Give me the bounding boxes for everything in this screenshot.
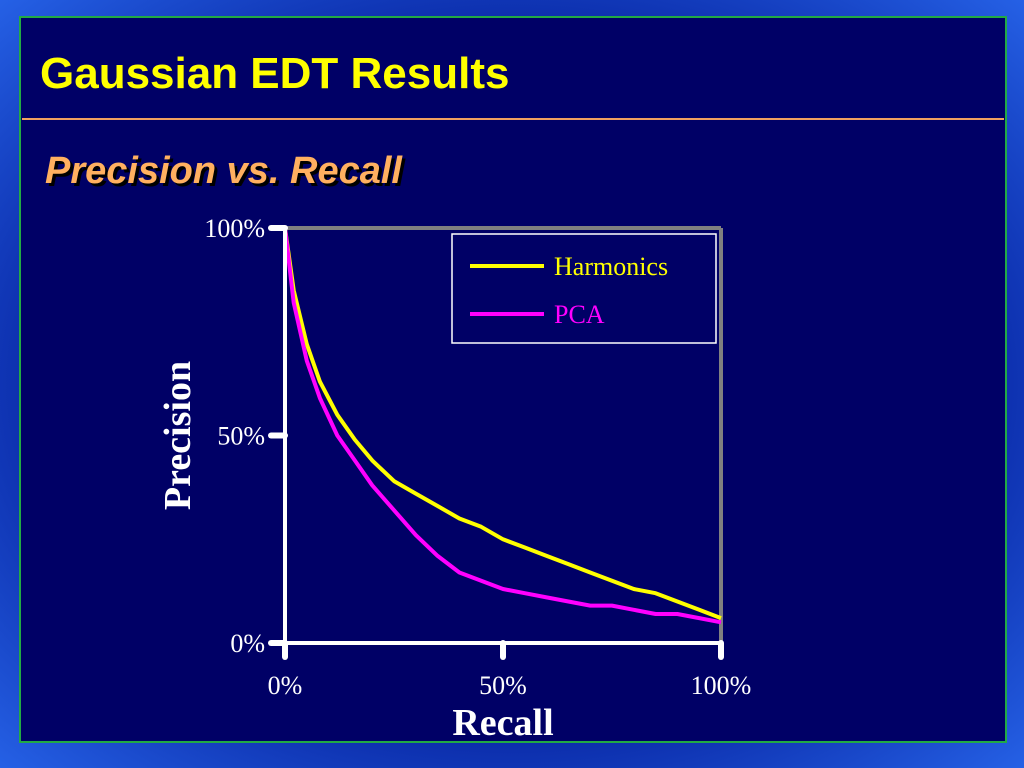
y-tick-label: 100%: [204, 214, 265, 243]
x-tick-label: 0%: [268, 671, 303, 700]
slide-title: Gaussian EDT Results: [40, 49, 509, 98]
chart: 0% 50% 100% 0% 50% 100% Recall Precision Harmoni…: [157, 214, 751, 744]
legend-label: Harmonics: [554, 252, 668, 281]
y-tick-label: 50%: [217, 422, 265, 451]
x-axis-title: Recall: [452, 702, 553, 744]
y-axis-title: Precision: [157, 361, 199, 510]
legend-label: PCA: [554, 300, 605, 329]
x-tick-label: 100%: [691, 671, 752, 700]
series-line: [283, 227, 722, 620]
content-frame: [19, 16, 1007, 743]
subtitle-shadow: Precision vs. Recall: [48, 153, 406, 195]
series-line: [283, 227, 722, 625]
subtitle: Precision vs. Recall: [45, 150, 403, 192]
y-tick-label: 0%: [230, 629, 265, 658]
legend-box: [451, 233, 717, 344]
x-tick-label: 50%: [479, 671, 527, 700]
